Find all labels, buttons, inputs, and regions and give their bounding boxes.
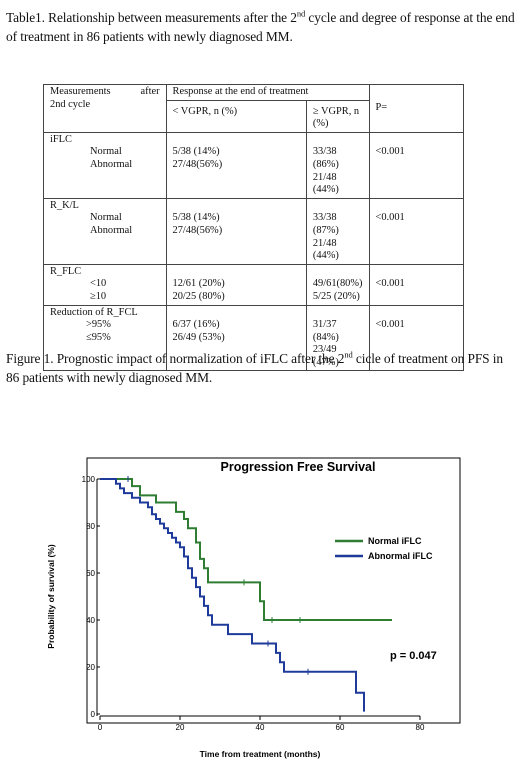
lt-vgpr-value: 5/38 (14%) — [172, 212, 220, 224]
ge-vgpr-cell: 31/37 (84%) 23/49 (47%) — [305, 304, 370, 372]
group-name: iFLC — [50, 133, 72, 145]
group-label-cell: R_K/L Normal Abnormal — [43, 197, 167, 265]
header-lt-vgpr: < VGPR, n (%) — [165, 99, 307, 133]
ge-vgpr-value: 21/48 (44%) — [312, 237, 339, 262]
table-group-row: iFLC Normal Abnormal 5/38 (14%) 27/48(56%) … — [43, 131, 464, 199]
header-measurements: Measurements after 2nd cycle — [43, 84, 167, 133]
ge-vgpr-value: 49/61(80%) — [312, 278, 363, 290]
ge-vgpr-value: 21/48 (44%) — [312, 171, 339, 196]
lt-vgpr-value: 20/25 (80%) — [172, 290, 225, 302]
p-value-cell: <0.001 — [368, 197, 464, 265]
x-tick-label: 80 — [416, 723, 425, 732]
group-label-cell: R_FLC <10 ≥10 — [43, 263, 167, 306]
p-value: <0.001 — [375, 212, 405, 224]
p-value-annotation: p = 0.047 — [390, 650, 437, 662]
p-value-cell: <0.001 — [368, 263, 464, 306]
ge-vgpr-cell: 33/38 (87%) 21/48 (44%) — [305, 197, 370, 265]
lt-vgpr-value: 27/48(56%) — [172, 158, 223, 170]
lt-vgpr-value: 12/61 (20%) — [172, 278, 225, 290]
chart-title: Progression Free Survival — [221, 460, 376, 474]
x-tick-label: 20 — [176, 723, 185, 732]
p-value: <0.001 — [375, 146, 405, 158]
figure-caption-sup: nd — [344, 349, 353, 360]
series-line-abnormal — [100, 478, 365, 712]
row-label: ≥10 — [90, 290, 107, 302]
ge-vgpr-value: 31/37 (84%) — [312, 319, 339, 343]
ge-vgpr-value: 33/38 (87%) — [312, 212, 339, 236]
y-tick-label: 100 — [82, 475, 96, 484]
x-tick-label: 0 — [98, 723, 103, 732]
table-caption: Table1. Relationship between measurement… — [6, 8, 516, 46]
y-tick-label: 40 — [86, 616, 95, 625]
lt-vgpr-value: 6/37 (16%) — [172, 319, 220, 331]
lt-vgpr-value: 26/49 (53%) — [172, 331, 225, 343]
row-label: <10 — [90, 278, 107, 290]
y-tick-label: 80 — [86, 522, 95, 531]
table-header-row: Measurements after 2nd cycle Response at … — [43, 84, 464, 133]
series-line-normal — [100, 478, 392, 621]
row-label: Abnormal — [90, 224, 133, 236]
row-label: ≤95% — [86, 331, 111, 343]
group-name: R_K/L — [50, 199, 79, 211]
legend-label: Abnormal iFLC — [368, 551, 433, 561]
group-name: Reduction of R_FCL — [50, 306, 138, 318]
y-tick-label: 20 — [86, 663, 95, 672]
row-label: Normal — [90, 212, 122, 224]
row-label: >95% — [86, 319, 111, 331]
p-value-cell: <0.001 — [368, 131, 464, 199]
legend-label: Normal iFLC — [368, 536, 422, 546]
table-group-row: Reduction of R_FCL >95% ≤95% 6/37 (16%) 26/… — [43, 304, 464, 372]
results-table: Measurements after 2nd cycle Response at … — [43, 84, 464, 372]
y-tick-label: 0 — [91, 710, 96, 719]
lt-vgpr-cell: 5/38 (14%) 27/48(56%) — [165, 197, 307, 265]
header-after-label: after — [140, 86, 160, 97]
y-axis-label: Probability of survival (%) — [46, 544, 56, 649]
p-value: <0.001 — [375, 278, 405, 290]
ge-vgpr-value: 33/38 (86%) — [312, 146, 339, 170]
x-tick-label: 60 — [336, 723, 345, 732]
group-label-cell: iFLC Normal Abnormal — [43, 131, 167, 199]
table-subheader-row: < VGPR, n (%) ≥ VGPR, n (%) — [44, 99, 464, 133]
group-name: R_FLC — [50, 265, 82, 277]
p-value: <0.001 — [375, 319, 405, 331]
table-group-row: R_FLC <10 ≥10 12/61 (20%) 20/25 (80%) 49/61… — [43, 263, 464, 306]
figure-caption-text-end: cicle of treatment on PFS in 86 patients… — [6, 351, 503, 385]
row-label: Normal — [90, 146, 122, 158]
header-response: Response at the end of treatment — [165, 84, 370, 101]
lt-vgpr-value: 27/48(56%) — [172, 224, 223, 236]
ge-vgpr-value: 5/25 (20%) — [312, 290, 360, 302]
pfs-chart: Progression Free Survival Time from treat… — [46, 457, 461, 759]
x-tick-label: 40 — [256, 723, 265, 732]
figure-caption-text: Figure 1. Prognostic impact of normaliza… — [6, 351, 345, 366]
header-measurements-label: Measurements — [50, 86, 111, 97]
lt-vgpr-cell: 12/61 (20%) 20/25 (80%) — [165, 263, 307, 306]
ge-vgpr-cell: 33/38 (86%) 21/48 (44%) — [305, 131, 370, 199]
x-axis-label: Time from treatment (months) — [200, 749, 321, 759]
lt-vgpr-cell: 5/38 (14%) 27/48(56%) — [165, 131, 307, 199]
row-label: Abnormal — [90, 158, 133, 170]
ge-vgpr-value: 23/49 (47%) — [312, 344, 339, 368]
lt-vgpr-cell: 6/37 (16%) 26/49 (53%) — [165, 304, 307, 372]
ge-vgpr-cell: 49/61(80%) 5/25 (20%) — [305, 263, 370, 306]
header-ge-vgpr: ≥ VGPR, n (%) — [305, 99, 370, 133]
table-group-row: R_K/L Normal Abnormal 5/38 (14%) 27/48(56%)… — [43, 197, 464, 265]
y-tick-label: 60 — [86, 569, 95, 578]
table-caption-text-end: cycle and degree of response at the end … — [6, 10, 515, 44]
table-caption-sup: nd — [296, 8, 306, 19]
lt-vgpr-value: 5/38 (14%) — [172, 146, 220, 158]
p-value-cell: <0.001 — [368, 304, 464, 372]
header-cycle-label: 2nd cycle — [50, 98, 91, 110]
header-p: P= — [368, 84, 464, 133]
plot-frame — [86, 457, 461, 724]
figure-caption: Figure 1. Prognostic impact of normaliza… — [6, 349, 516, 387]
table-caption-text: Table1. Relationship between measurement… — [6, 10, 297, 25]
